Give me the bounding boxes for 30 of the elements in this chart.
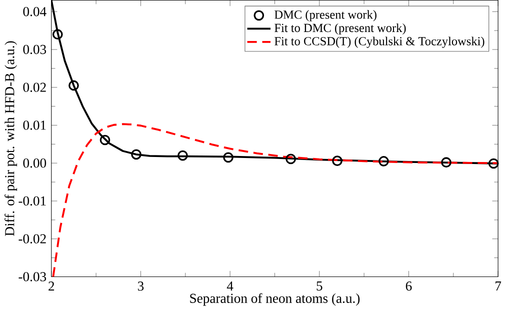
point bbox=[131, 149, 142, 160]
y-tick-label: 0.04 bbox=[23, 6, 46, 16]
y-tick-label: 0.01 bbox=[23, 120, 46, 130]
y-tick-label: -0.03 bbox=[18, 272, 46, 282]
x-tick-label: 3 bbox=[138, 281, 144, 291]
x-tick-label: 4 bbox=[226, 281, 234, 290]
point bbox=[286, 154, 296, 164]
point bbox=[68, 80, 79, 91]
point bbox=[441, 157, 452, 168]
y-axis-title: Diff. of pair pot. with HFD-B (a.u.) bbox=[4, 41, 18, 236]
y-tick-label: 0.00 bbox=[23, 158, 46, 168]
legend-label: Fit to CCSD(T) (Cybulski & Toczylowski) bbox=[274, 36, 484, 48]
y-tick-label: 0.02 bbox=[23, 82, 46, 92]
y-tick-label: 0.03 bbox=[23, 44, 46, 54]
y-tick-label: -0.02 bbox=[18, 234, 46, 244]
x-tick-label: 7 bbox=[496, 281, 502, 290]
point bbox=[178, 150, 188, 161]
x-tick-label: 6 bbox=[406, 281, 412, 291]
y-tick-label: -0.01 bbox=[18, 196, 46, 206]
point bbox=[223, 152, 234, 162]
legend-label: Fit to DMC (present work) bbox=[274, 23, 406, 34]
point bbox=[378, 156, 389, 166]
x-axis-title: Separation of neon atoms (a.u.) bbox=[190, 293, 360, 306]
point bbox=[52, 29, 63, 40]
line-series bbox=[52, 123, 498, 277]
point bbox=[332, 156, 342, 166]
point bbox=[100, 134, 110, 146]
x-tick-label: 5 bbox=[316, 281, 322, 290]
x-tick-label: 2 bbox=[48, 281, 54, 290]
legend-label: DMC (present work) bbox=[274, 10, 376, 22]
